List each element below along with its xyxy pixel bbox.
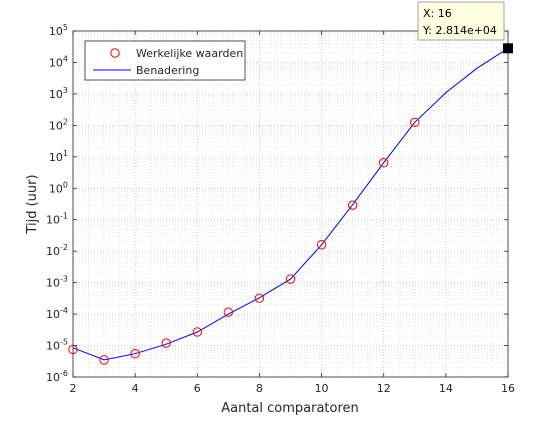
- y-tick-label: 10-4: [46, 306, 68, 321]
- y-tick-label: 105: [49, 23, 68, 38]
- legend-box: [84, 40, 246, 81]
- y-tick-label: 102: [49, 117, 68, 132]
- data-point-werkelijke-waarden: [99, 355, 109, 365]
- x-tick-label: 4: [132, 382, 139, 395]
- y-tick-label: 104: [49, 54, 68, 69]
- series-layer: [68, 47, 509, 365]
- data-point-werkelijke-waarden: [192, 327, 202, 337]
- x-tick-label: 6: [194, 382, 201, 395]
- legend-label-werkelijke-waarden: Werkelijke waarden: [136, 47, 243, 60]
- legend-label-benadering: Benadering: [136, 64, 199, 77]
- grid-lines: [72, 30, 509, 378]
- x-tick-label: 14: [439, 382, 453, 395]
- datatip-x-text: X: 16: [423, 7, 452, 20]
- y-tick-label: 101: [49, 149, 68, 164]
- data-point-werkelijke-waarden: [130, 349, 140, 359]
- datatip-y-text: Y: 2.814e+04: [422, 24, 497, 37]
- data-point-werkelijke-waarden: [285, 274, 296, 284]
- plot-frame: [72, 30, 509, 378]
- datatip-marker[interactable]: [503, 43, 513, 54]
- data-point-werkelijke-waarden: [223, 307, 234, 317]
- x-tick-labels: 2 4 6 8 10 12 14 16: [70, 382, 516, 395]
- x-tick-label: 16: [501, 382, 515, 395]
- legend-marker-werkelijke-waarden: [110, 48, 120, 58]
- x-tick-label: 10: [315, 382, 329, 395]
- y-tick-label: 10-3: [46, 275, 68, 290]
- y-tick-label: 103: [49, 86, 68, 101]
- y-tick-labels: 10-6 10-5 10-4 10-3 10-2 10-1 100 101 102 103 104 1…: [46, 23, 68, 384]
- y-tick-label: 10-1: [46, 212, 68, 227]
- data-point-werkelijke-waarden: [161, 338, 171, 348]
- legend[interactable]: Werkelijke waarden Benadering: [84, 40, 246, 81]
- axis-ticks: [72, 30, 509, 378]
- data-point-werkelijke-waarden: [379, 158, 389, 168]
- y-tick-label: 10-5: [46, 338, 68, 353]
- series-line-benadering: [72, 47, 509, 361]
- y-tick-label: 100: [49, 180, 68, 195]
- datatip[interactable]: X: 16 Y: 2.814e+04: [417, 1, 513, 54]
- data-point-werkelijke-waarden: [410, 117, 420, 128]
- x-tick-label: 12: [377, 382, 391, 395]
- x-tick-label: 2: [70, 382, 77, 395]
- data-point-werkelijke-waarden: [316, 240, 327, 250]
- y-axis-label: Tijd (uur): [25, 174, 40, 234]
- data-point-werkelijke-waarden: [254, 293, 265, 303]
- data-point-werkelijke-waarden: [347, 200, 358, 210]
- y-tick-label: 10-2: [46, 243, 68, 258]
- x-tick-label: 8: [256, 382, 263, 395]
- x-axis-label: Aantal comparatoren: [221, 401, 359, 416]
- y-tick-label: 10-6: [46, 369, 68, 384]
- datatip-box: [417, 1, 505, 41]
